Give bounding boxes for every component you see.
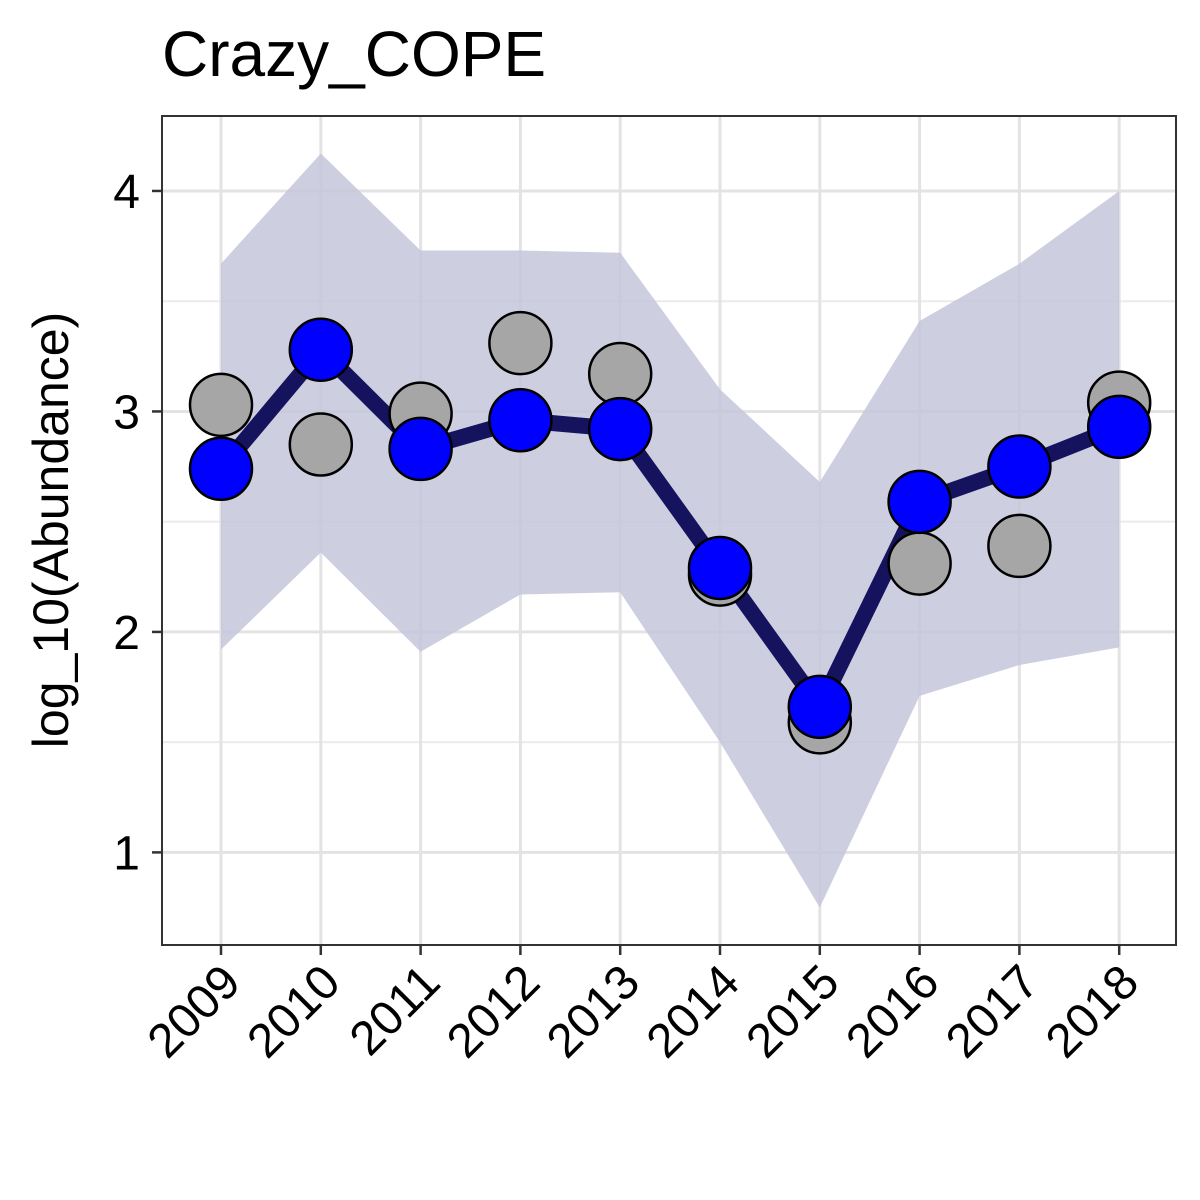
y-axis-label: log_10(Abundance)	[23, 312, 79, 748]
estimate-point	[188, 436, 254, 502]
x-tick-label: 2014	[637, 955, 750, 1068]
estimate-point	[488, 388, 553, 453]
x-tick-label: 2013	[537, 955, 650, 1068]
x-tick-label: 2012	[437, 955, 550, 1068]
observed-point	[987, 513, 1052, 579]
estimate-point	[587, 396, 653, 462]
x-tick-label: 2009	[138, 955, 251, 1068]
observed-point	[288, 412, 354, 477]
estimate-point	[1086, 394, 1152, 460]
y-tick-label: 3	[113, 386, 140, 439]
estimate-point	[887, 469, 952, 535]
chart-title: Crazy_COPE	[162, 18, 546, 90]
estimate-point	[388, 416, 453, 482]
plot-border	[161, 115, 1177, 946]
estimate-point	[987, 434, 1052, 499]
observed-point	[887, 531, 952, 596]
observed-point	[488, 310, 553, 376]
estimate-line	[214, 341, 1123, 715]
x-tick-label: 2011	[340, 955, 450, 1065]
y-axis: 1 2 3 4	[113, 166, 162, 880]
estimate-point	[288, 317, 354, 382]
x-tick-label: 2016	[836, 955, 949, 1068]
y-tick-label: 2	[113, 607, 140, 660]
estimate-point	[787, 674, 853, 740]
observed-point	[188, 372, 254, 438]
x-tick-label: 2010	[238, 955, 351, 1068]
x-tick-label: 2018	[1036, 955, 1149, 1068]
x-tick-label: 2017	[936, 955, 1049, 1068]
y-tick-label: 4	[113, 166, 140, 219]
estimate-point	[687, 535, 753, 601]
estimate-points	[188, 317, 1152, 740]
confidence-band	[221, 153, 1120, 908]
x-tick-label: 2015	[737, 955, 850, 1068]
y-tick-label: 1	[113, 827, 140, 880]
observed-point	[587, 341, 653, 407]
